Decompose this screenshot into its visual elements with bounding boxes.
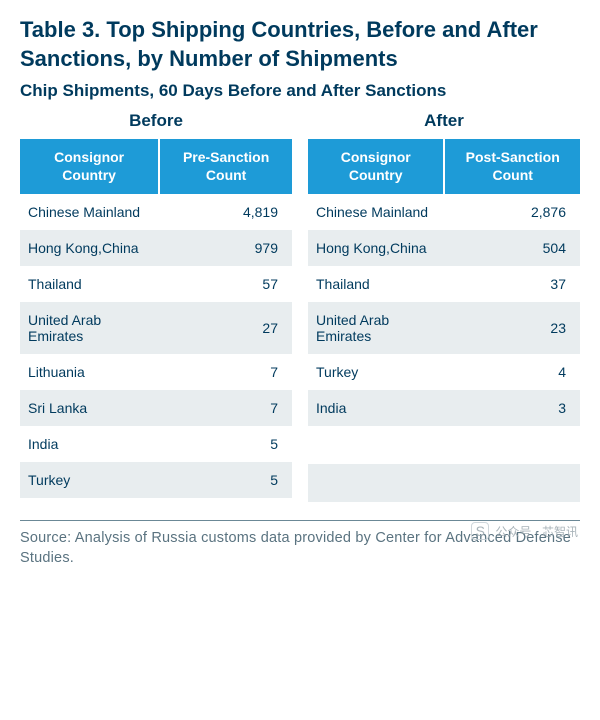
count-cell: 57 (159, 266, 292, 302)
count-cell: 7 (159, 354, 292, 390)
country-cell: Chinese Mainland (308, 194, 444, 230)
count-cell: 979 (159, 230, 292, 266)
count-cell: 504 (444, 230, 580, 266)
table-row: Hong Kong,China979 (20, 230, 292, 266)
count-cell: 27 (159, 302, 292, 354)
table-row: Chinese Mainland4,819 (20, 194, 292, 230)
table-row (308, 426, 580, 464)
tables-container: Before Consignor Country Pre-Sanction Co… (20, 111, 580, 502)
table-row: United Arab Emirates27 (20, 302, 292, 354)
count-cell (444, 464, 580, 502)
after-label: After (308, 111, 580, 131)
table-row: United Arab Emirates23 (308, 302, 580, 354)
count-cell: 7 (159, 390, 292, 426)
table-row: Lithuania7 (20, 354, 292, 390)
before-table: Consignor Country Pre-Sanction Count Chi… (20, 139, 292, 498)
count-cell: 3 (444, 390, 580, 426)
country-cell: India (308, 390, 444, 426)
count-cell (444, 426, 580, 464)
watermark-icon: S (471, 522, 489, 540)
count-cell: 5 (159, 426, 292, 462)
table-row: Turkey4 (308, 354, 580, 390)
country-cell: Chinese Mainland (20, 194, 159, 230)
table-row: Sri Lanka7 (20, 390, 292, 426)
country-cell: United Arab Emirates (308, 302, 444, 354)
table-row: India3 (308, 390, 580, 426)
count-cell: 23 (444, 302, 580, 354)
country-cell: Sri Lanka (20, 390, 159, 426)
country-cell: Turkey (20, 462, 159, 498)
country-cell: Turkey (308, 354, 444, 390)
count-cell: 5 (159, 462, 292, 498)
table-row: India5 (20, 426, 292, 462)
after-col-country: Consignor Country (308, 139, 444, 194)
country-cell: Lithuania (20, 354, 159, 390)
table-title: Table 3. Top Shipping Countries, Before … (20, 16, 580, 73)
after-table: Consignor Country Post-Sanction Count Ch… (308, 139, 580, 502)
count-cell: 4 (444, 354, 580, 390)
count-cell: 4,819 (159, 194, 292, 230)
country-cell: Hong Kong,China (308, 230, 444, 266)
table-row: Thailand57 (20, 266, 292, 302)
country-cell (308, 426, 444, 464)
table-row: Turkey5 (20, 462, 292, 498)
country-cell: India (20, 426, 159, 462)
count-cell: 2,876 (444, 194, 580, 230)
table-row: Hong Kong,China504 (308, 230, 580, 266)
before-col-country: Consignor Country (20, 139, 159, 194)
table-subheading: Chip Shipments, 60 Days Before and After… (20, 81, 580, 101)
country-cell (308, 464, 444, 502)
table-row: Chinese Mainland2,876 (308, 194, 580, 230)
after-panel: After Consignor Country Post-Sanction Co… (308, 111, 580, 502)
watermark: S 公众号 · 芯智讯 (471, 522, 578, 540)
before-col-count: Pre-Sanction Count (159, 139, 292, 194)
table-row (308, 464, 580, 502)
country-cell: United Arab Emirates (20, 302, 159, 354)
table-row: Thailand37 (308, 266, 580, 302)
before-label: Before (20, 111, 292, 131)
watermark-text: 公众号 · 芯智讯 (495, 523, 578, 540)
country-cell: Thailand (20, 266, 159, 302)
count-cell: 37 (444, 266, 580, 302)
before-panel: Before Consignor Country Pre-Sanction Co… (20, 111, 292, 502)
after-col-count: Post-Sanction Count (444, 139, 580, 194)
country-cell: Thailand (308, 266, 444, 302)
country-cell: Hong Kong,China (20, 230, 159, 266)
